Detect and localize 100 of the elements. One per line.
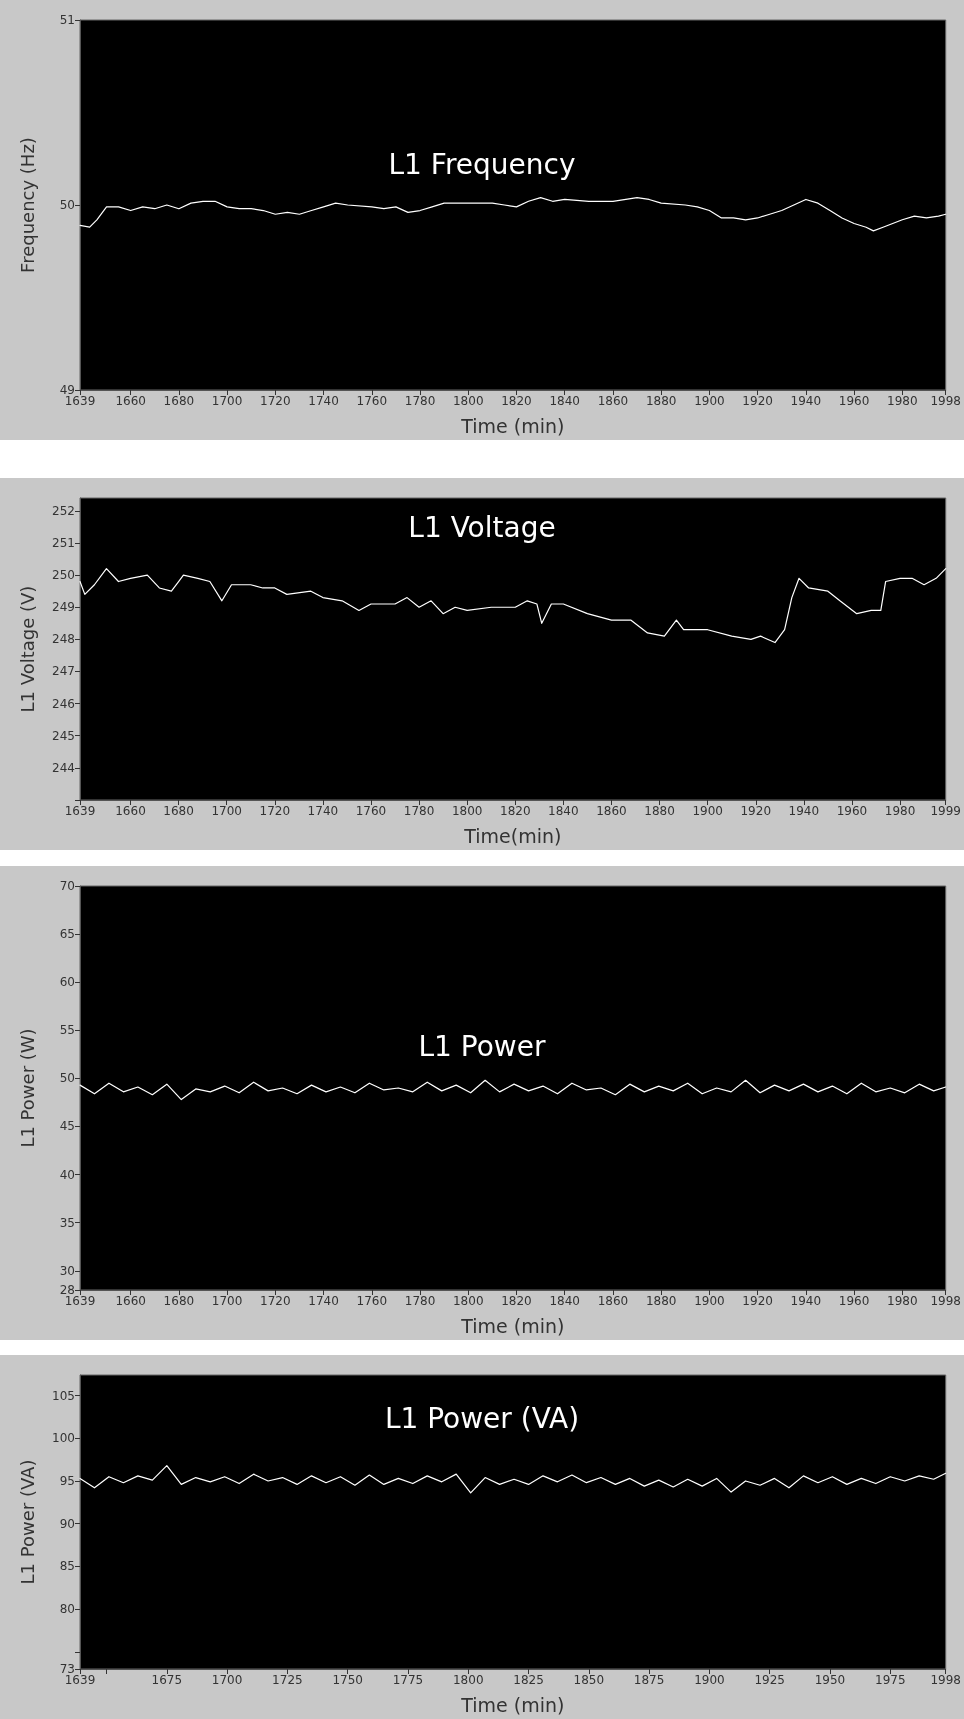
x-tick-label: 1720 <box>259 804 291 818</box>
y-tick-label: 90 <box>59 1516 75 1531</box>
y-tick-label: 246 <box>52 696 75 711</box>
x-tick-label: 1680 <box>163 394 195 408</box>
line-series <box>79 1464 947 1494</box>
x-tick-label: 1980 <box>884 804 916 818</box>
x-tick-label: 1700 <box>211 1673 243 1687</box>
x-tick-label: 1980 <box>887 394 918 408</box>
x-tick-label: 1780 <box>403 804 435 818</box>
y-tick-label: 85 <box>59 1559 75 1574</box>
x-tick-label: 1920 <box>742 1294 773 1308</box>
x-tick-label: 1800 <box>451 804 483 818</box>
x-tick-label: 1760 <box>356 1294 388 1308</box>
y-tick-label: 51 <box>59 13 75 27</box>
x-tick-label: 1700 <box>211 394 243 408</box>
x-tick-label: 1998 <box>930 1673 961 1687</box>
text: L1 Power <box>418 1029 546 1063</box>
x-tick-label: 1775 <box>392 1673 424 1687</box>
y-tick-label: 247 <box>52 664 75 679</box>
x-tick-label: 1860 <box>596 804 627 818</box>
x-tick-label: 1825 <box>513 1673 544 1687</box>
x-tick-label: 1960 <box>838 1294 870 1308</box>
x-tick-label: 1900 <box>692 804 723 818</box>
x-tick-label: 1740 <box>307 804 339 818</box>
x-tick-label: 1860 <box>597 1294 629 1308</box>
x-tick-label: 1720 <box>260 1294 291 1308</box>
x-tick-label: 1639 <box>64 1294 96 1308</box>
x-tick-label: 1800 <box>452 1294 484 1308</box>
x-tick-label: 1960 <box>836 804 868 818</box>
x-tick-label: 1925 <box>754 1673 785 1687</box>
line-series <box>79 197 947 232</box>
line-series <box>79 1079 947 1101</box>
y-tick-label: 244 <box>52 760 75 775</box>
x-tick-label: 1880 <box>644 804 675 818</box>
x-tick-label: 1680 <box>163 1294 195 1308</box>
y-tick-label: 28 <box>59 1283 75 1297</box>
x-tick-label: 1780 <box>404 1294 436 1308</box>
y-tick-label: 245 <box>52 728 75 743</box>
y-tick-label: 70 <box>59 879 75 893</box>
x-tick-label: 1960 <box>838 394 870 408</box>
x-axis-title: Time (min) <box>460 1314 565 1337</box>
x-tick-label: 1820 <box>501 394 532 408</box>
y-tick-label: 105 <box>52 1388 75 1403</box>
x-axis-title: Time (min) <box>460 414 565 437</box>
x-tick-label: 1840 <box>548 804 579 818</box>
x-tick-label: 1740 <box>308 394 339 408</box>
y-tick-label: 65 <box>59 927 75 942</box>
text: L1 Voltage <box>408 510 556 544</box>
y-tick-label: 249 <box>52 600 75 615</box>
y-tick-label: 49 <box>59 383 75 397</box>
y-axis-title: Frequency (Hz) <box>16 137 38 273</box>
y-tick-label: 45 <box>59 1119 75 1134</box>
y-tick-label: 30 <box>59 1263 75 1278</box>
x-tick-label: 1880 <box>645 394 677 408</box>
x-tick-label: 1940 <box>788 804 820 818</box>
x-tick-label: 1998 <box>930 1294 961 1308</box>
text: L1 Power (VA) <box>384 1401 580 1435</box>
x-tick-label: 1680 <box>163 804 194 818</box>
x-tick-label: 1975 <box>874 1673 906 1687</box>
x-tick-label: 1740 <box>308 1294 339 1308</box>
x-tick-label: 1880 <box>645 1294 677 1308</box>
x-tick-label: 1840 <box>549 1294 580 1308</box>
x-tick-label: 1725 <box>272 1673 303 1687</box>
x-tick-label: 1800 <box>452 394 484 408</box>
x-tick-label: 1850 <box>573 1673 605 1687</box>
y-tick-label: 40 <box>59 1167 75 1182</box>
x-tick-label: 1750 <box>332 1673 363 1687</box>
x-tick-label: 1820 <box>501 1294 532 1308</box>
y-tick-label: 35 <box>59 1215 75 1230</box>
x-tick-label: 1980 <box>887 1294 918 1308</box>
x-tick-label: 1700 <box>211 804 242 818</box>
x-tick-label: 1900 <box>694 1294 725 1308</box>
y-tick-label: 95 <box>59 1473 75 1488</box>
x-tick-label: 1760 <box>356 394 388 408</box>
y-tick-label: 248 <box>52 632 75 647</box>
x-axis-title: Time (min) <box>460 1693 565 1716</box>
y-tick-label: 60 <box>59 975 75 990</box>
y-tick-label: 50 <box>59 198 75 212</box>
x-tick-label: 1900 <box>694 1673 725 1687</box>
x-tick-label: 1920 <box>740 804 772 818</box>
y-axis-title: L1 Power (W) <box>16 1028 38 1148</box>
x-tick-label: 1660 <box>115 394 146 408</box>
x-tick-label: 1900 <box>694 394 725 408</box>
x-tick-label: 1840 <box>549 394 580 408</box>
x-tick-label: 1660 <box>115 1294 146 1308</box>
y-tick-label: 252 <box>52 503 75 518</box>
x-tick-label: 1700 <box>211 1294 243 1308</box>
x-axis-title: Time(min) <box>463 824 562 847</box>
y-tick-label: 251 <box>52 535 75 550</box>
y-tick-label: 55 <box>59 1023 75 1038</box>
x-tick-label: 1875 <box>633 1673 665 1687</box>
line-series <box>79 568 947 644</box>
x-tick-label: 1920 <box>742 394 773 408</box>
y-axis-title: L1 Voltage (V) <box>16 585 38 713</box>
x-tick-label: 1998 <box>930 394 961 408</box>
x-tick-label: 1999 <box>930 804 961 818</box>
x-tick-label: 1780 <box>404 394 436 408</box>
x-tick-label: 1820 <box>500 804 531 818</box>
x-tick-label: 1940 <box>790 394 822 408</box>
x-tick-label: 1639 <box>64 804 96 818</box>
